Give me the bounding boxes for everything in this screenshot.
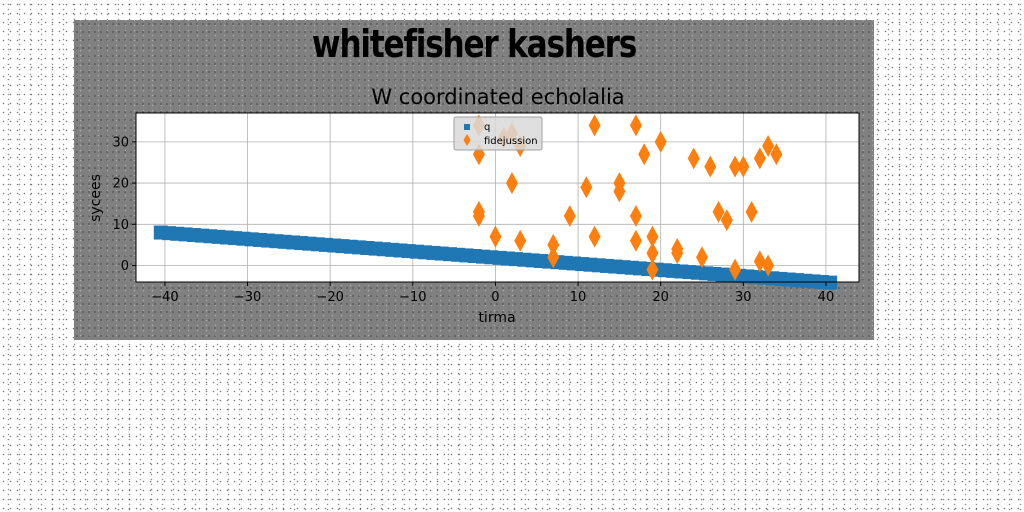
y-tick-label: 30 xyxy=(112,135,129,150)
legend: q fidejussion xyxy=(453,116,543,151)
fidejussion-point xyxy=(753,250,766,273)
x-axis: −40 −30 −20 −10 0 10 20 30 40 xyxy=(151,282,834,305)
fidejussion-point xyxy=(547,233,560,256)
fidejussion-point xyxy=(753,147,766,170)
y-axis: 0 10 20 30 xyxy=(112,135,136,274)
fidejussion-point xyxy=(489,225,502,248)
fidejussion-point xyxy=(704,155,717,178)
fidejussion-point xyxy=(646,225,659,248)
fidejussion-point xyxy=(580,176,593,199)
fidejussion-point xyxy=(696,246,709,269)
fidejussion-point xyxy=(563,205,576,228)
fidejussion-point xyxy=(514,229,527,252)
x-tick-label: −30 xyxy=(234,290,261,305)
y-tick-label: 0 xyxy=(121,259,129,274)
fidejussion-point xyxy=(770,143,783,166)
x-tick-label: 20 xyxy=(652,290,669,305)
fidejussion-point xyxy=(654,130,667,153)
legend-q-marker xyxy=(464,124,470,130)
x-axis-label: tirma xyxy=(478,310,515,326)
fidejussion-point xyxy=(737,155,750,178)
fidejussion-point xyxy=(687,147,700,170)
fidejussion-point xyxy=(547,246,560,269)
legend-box xyxy=(453,116,543,151)
legend-fidejussion-marker xyxy=(463,134,471,146)
x-tick-label: −10 xyxy=(399,290,426,305)
x-tick-label: 30 xyxy=(735,290,752,305)
figure-suptitle: whitefisher kashers xyxy=(311,22,637,66)
x-tick-label: −20 xyxy=(316,290,343,305)
chart: W coordinated echolalia −40 −30 −20 −10 0 10 2… xyxy=(88,85,860,326)
chart-title: W coordinated echolalia xyxy=(371,85,624,109)
x-tick-label: 40 xyxy=(818,290,835,305)
fidejussion-point xyxy=(762,134,775,157)
fidejussion-point xyxy=(671,242,684,265)
fidejussion-point xyxy=(720,209,733,232)
y-axis-label: sycees xyxy=(88,174,104,222)
y-tick-label: 20 xyxy=(112,177,129,192)
fidejussion-point xyxy=(613,180,626,203)
x-tick-label: 10 xyxy=(570,290,587,305)
legend-q-label: q xyxy=(484,122,490,133)
fidejussion-point xyxy=(505,172,518,195)
fidejussion-point xyxy=(762,254,775,277)
fidejussion-point xyxy=(588,225,601,248)
legend-fidejussion-label: fidejussion xyxy=(484,136,538,147)
fidejussion-point xyxy=(729,155,742,178)
fidejussion-point xyxy=(629,229,642,252)
fidejussion-point xyxy=(588,114,601,137)
fidejussion-point xyxy=(646,242,659,265)
plot-frame xyxy=(135,112,860,283)
y-tick-label: 10 xyxy=(112,218,129,233)
x-tick-label: −40 xyxy=(151,290,178,305)
figure: whitefisher kashers W coordinated echola… xyxy=(74,20,874,340)
fidejussion-point xyxy=(638,143,651,166)
fidejussion-point xyxy=(472,205,485,228)
series-fidejussion xyxy=(472,114,783,281)
fidejussion-point xyxy=(712,200,725,223)
fidejussion-point xyxy=(745,200,758,223)
fidejussion-point xyxy=(646,258,659,281)
q-point xyxy=(823,275,838,290)
fidejussion-point xyxy=(629,205,642,228)
fidejussion-point xyxy=(629,114,642,137)
fidejussion-point xyxy=(729,258,742,281)
x-tick-label: 0 xyxy=(491,290,499,305)
